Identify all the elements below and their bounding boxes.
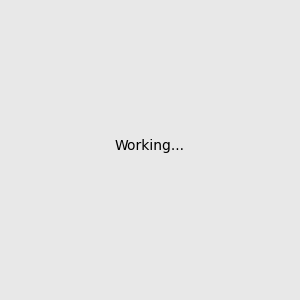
Text: Working...: Working... (115, 139, 185, 153)
